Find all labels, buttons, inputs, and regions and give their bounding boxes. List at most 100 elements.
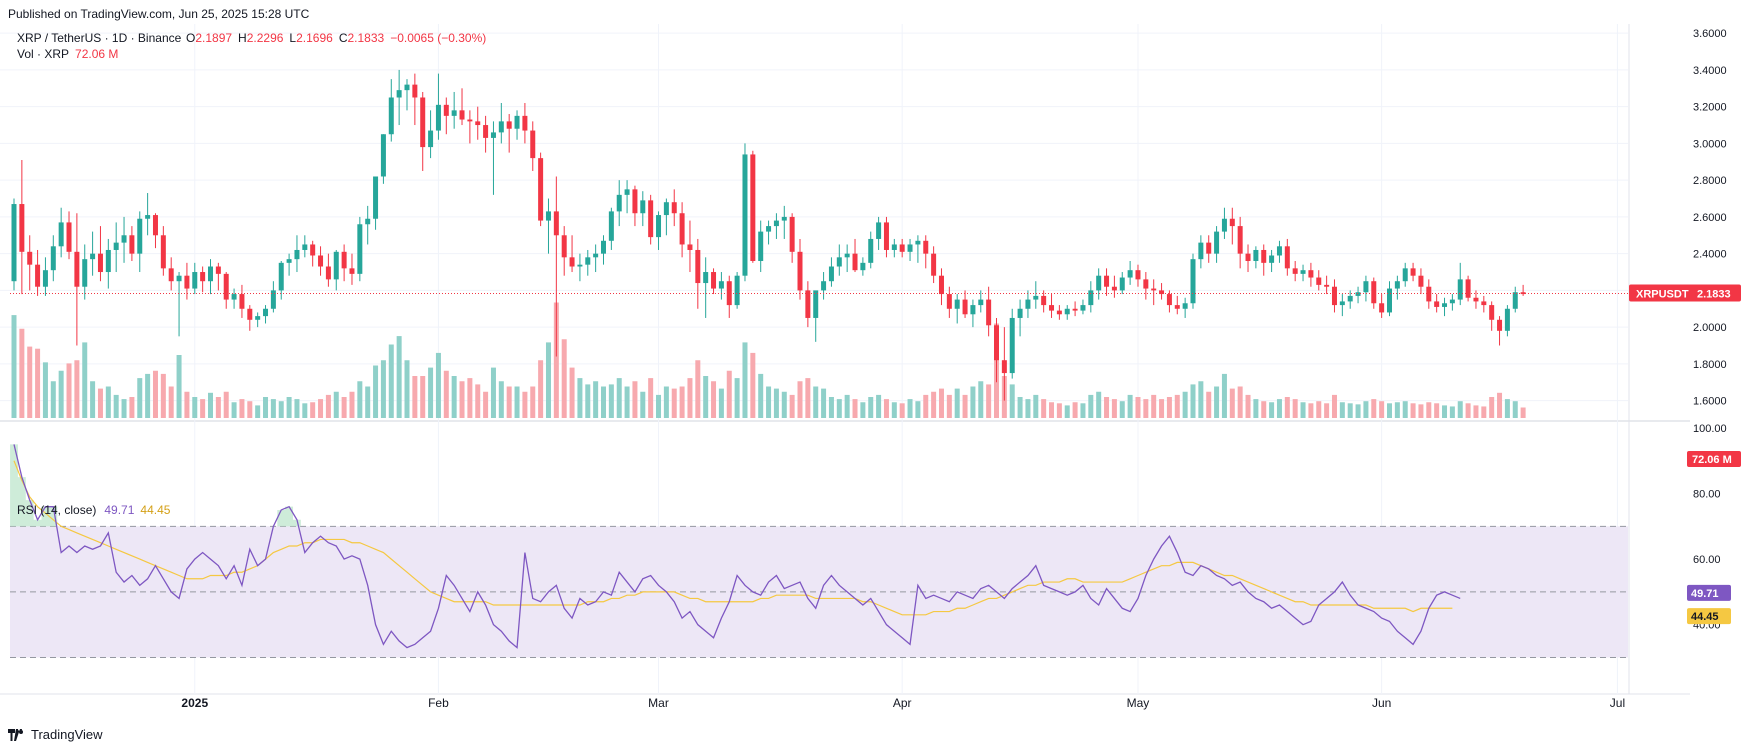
price-tick-label: 1.8000 <box>1693 359 1727 371</box>
candle-body <box>789 216 795 252</box>
candle-body <box>1465 279 1471 298</box>
candle-body <box>82 259 88 287</box>
candle-body <box>1355 292 1361 296</box>
volume-bar <box>1410 403 1416 418</box>
volume-bar <box>121 399 127 418</box>
volume-bar <box>805 378 811 418</box>
volume-bar <box>1237 386 1243 418</box>
candle-body <box>1434 301 1440 307</box>
candle-body <box>1135 270 1141 280</box>
volume-bar <box>1151 394 1157 418</box>
candle-body <box>1339 301 1345 306</box>
volume-bar <box>475 384 481 418</box>
rsi-layer <box>10 444 1628 658</box>
volume-bar <box>42 362 48 418</box>
volume-bar <box>1379 401 1385 418</box>
price-tag-symbol: XRPUSDT <box>1636 288 1689 300</box>
legend-l-label: L <box>289 31 296 45</box>
candle-body <box>506 121 512 129</box>
volume-bar <box>828 397 834 418</box>
candle-body <box>1481 301 1487 306</box>
volume-bar <box>498 381 504 418</box>
volume-bar <box>1096 391 1102 418</box>
rsi-legend-ma: 44.45 <box>140 503 170 517</box>
candle-body <box>656 215 662 238</box>
volume-bar <box>750 352 756 418</box>
candle-body <box>821 281 827 291</box>
candle-body <box>522 115 528 131</box>
candle-body <box>1143 279 1149 289</box>
candle-body <box>1080 305 1086 311</box>
candle-body <box>1064 308 1070 315</box>
volume-bar <box>231 402 237 418</box>
volume-bar <box>1394 402 1400 418</box>
candle-body <box>1245 253 1251 261</box>
candle-body <box>121 235 127 243</box>
candle-body <box>294 249 300 260</box>
candle-body <box>703 272 709 284</box>
volume-bar <box>208 392 213 418</box>
volume-bar <box>923 394 929 418</box>
candle-body <box>105 249 111 273</box>
candle-body <box>428 130 434 148</box>
chart-canvas[interactable]: 1.60001.80002.00002.20002.40002.60002.80… <box>0 24 1754 720</box>
volume-bar <box>459 381 465 418</box>
candle-body <box>671 202 677 214</box>
candle-body <box>797 251 803 291</box>
volume-bar <box>1182 391 1188 418</box>
rsi-tag-value: 49.71 <box>1691 588 1719 600</box>
volume-bar <box>1159 399 1165 418</box>
volume-bar <box>954 388 960 418</box>
candle-body <box>663 202 669 216</box>
volume-bar <box>813 386 819 418</box>
candle-body <box>1033 295 1039 300</box>
legend-o-label: O <box>186 31 195 45</box>
candle-body <box>1371 281 1377 304</box>
candle-body <box>970 305 976 315</box>
volume-bar <box>1111 399 1117 418</box>
volume-bar <box>380 360 386 418</box>
tradingview-brand[interactable]: TradingView <box>8 727 103 742</box>
candle-body <box>152 215 158 236</box>
volume-bar <box>1347 403 1353 418</box>
footer: TradingView <box>0 722 1754 751</box>
candle-body <box>1190 259 1196 304</box>
candle-body <box>325 266 331 280</box>
volume-bar <box>1339 402 1345 418</box>
candle-body <box>1418 275 1424 287</box>
volume-bar <box>978 381 984 418</box>
candle-body <box>255 316 261 320</box>
candle-body <box>1119 277 1125 291</box>
candle-body <box>247 308 253 320</box>
candle-body <box>239 294 245 309</box>
candle-body <box>695 249 701 284</box>
price-tick-label: 2.0000 <box>1693 322 1727 334</box>
legend-c-label: C <box>339 31 348 45</box>
candle-body <box>50 246 56 271</box>
volume-bar <box>357 381 363 418</box>
last-price-tag: XRPUSDT 2.1833 <box>1629 284 1741 302</box>
volume-bar <box>601 386 606 418</box>
candle-body <box>1442 303 1448 307</box>
candle-body <box>231 294 237 300</box>
volume-bar <box>781 391 787 418</box>
candle-body <box>577 264 583 267</box>
volume-bar <box>891 402 897 418</box>
candle-body <box>451 110 457 116</box>
candle-body <box>679 213 685 245</box>
volume-bar <box>569 367 575 418</box>
volume-bar <box>1104 397 1110 418</box>
volume-bar <box>74 360 80 418</box>
volume-bar <box>443 370 449 418</box>
candle-body <box>1269 255 1275 263</box>
volume-bar <box>278 401 284 418</box>
volume-bar <box>789 394 795 418</box>
volume-bar <box>215 397 221 418</box>
volume-bar <box>1284 397 1290 418</box>
volume-bar <box>365 386 371 418</box>
candle-body <box>459 110 465 120</box>
candle-body <box>113 242 119 250</box>
volume-bar <box>1166 397 1172 418</box>
volume-bar <box>1402 401 1408 418</box>
candle-body <box>538 158 544 221</box>
